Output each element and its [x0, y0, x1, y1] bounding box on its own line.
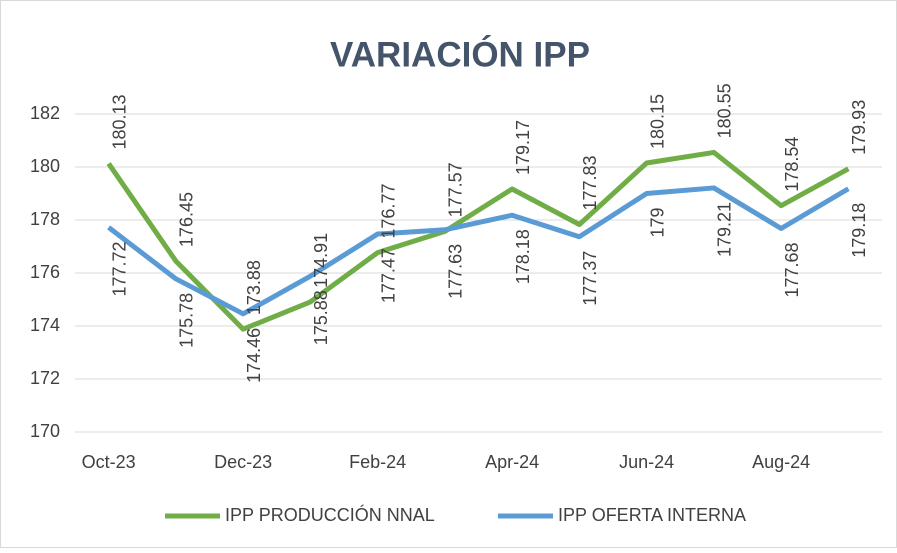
data-label: 175.88	[311, 290, 331, 345]
series-line	[107, 185, 850, 317]
data-label: 180.55	[715, 83, 735, 138]
y-tick-label: 176	[30, 262, 60, 282]
data-label: 177.47	[378, 248, 398, 303]
data-label: 179.18	[849, 203, 869, 258]
x-tick-label: Apr-24	[485, 452, 539, 472]
legend-label: IPP OFERTA INTERNA	[558, 505, 746, 525]
x-tick-label: Oct-23	[82, 452, 136, 472]
data-label: 174.46	[244, 328, 264, 383]
data-label: 177.68	[782, 242, 802, 297]
data-label: 173.88	[244, 260, 264, 315]
data-label: 175.78	[177, 293, 197, 348]
data-label: 174.91	[311, 233, 331, 288]
data-label: 176.77	[378, 184, 398, 239]
x-tick-label: Jun-24	[619, 452, 674, 472]
data-label: 180.15	[647, 94, 667, 149]
data-label: 177.37	[580, 251, 600, 306]
y-tick-label: 174	[30, 315, 60, 335]
data-label: 177.72	[109, 241, 129, 296]
y-tick-label: 182	[30, 103, 60, 123]
data-label: 176.45	[177, 192, 197, 247]
y-tick-label: 180	[30, 156, 60, 176]
x-tick-label: Aug-24	[752, 452, 810, 472]
data-label: 179.17	[513, 120, 533, 175]
x-tick-label: Feb-24	[349, 452, 406, 472]
y-tick-label: 172	[30, 368, 60, 388]
data-label: 177.57	[446, 162, 466, 217]
y-tick-label: 170	[30, 421, 60, 441]
chart-title: VARIACIÓN IPP	[330, 34, 590, 74]
y-tick-label: 178	[30, 209, 60, 229]
data-label: 177.63	[446, 244, 466, 299]
data-label: 180.13	[109, 94, 129, 149]
data-label: 178.54	[782, 137, 802, 192]
data-label: 179	[647, 208, 667, 238]
data-label: 179.21	[715, 202, 735, 257]
x-tick-label: Dec-23	[214, 452, 272, 472]
data-label: 177.83	[580, 155, 600, 210]
series-line	[106, 149, 850, 332]
data-label: 178.18	[513, 229, 533, 284]
data-label: 179.93	[849, 100, 869, 155]
legend-label: IPP PRODUCCIÓN NNAL	[225, 504, 435, 525]
